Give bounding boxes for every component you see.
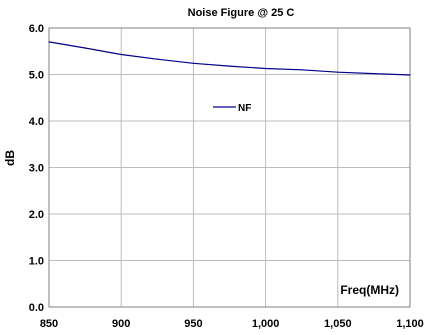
data-point (409, 74, 411, 76)
data-point (301, 69, 303, 71)
data-point (265, 67, 267, 70)
y-tick-label: 5.0 (29, 70, 44, 82)
series-layer (48, 41, 411, 76)
y-tick-label: 1.0 (29, 256, 44, 268)
y-tick-label: 2.0 (29, 209, 44, 221)
y-tick-label: 0.0 (29, 302, 44, 314)
data-point (84, 47, 86, 49)
y-tick-label: 3.0 (29, 163, 44, 175)
x-axis-ticks: 850 900 950 1,000 1,050 1,100 (40, 318, 424, 330)
plot-frame (48, 27, 411, 308)
x-axis-label: Freq(MHz) (340, 283, 399, 297)
chart-title: Noise Figure @ 25 C (188, 7, 295, 19)
data-point (337, 71, 339, 73)
x-tick-label: 1,050 (324, 318, 352, 330)
y-tick-label: 6.0 (29, 23, 44, 35)
data-point (120, 53, 122, 56)
series-line-nf (48, 41, 411, 76)
x-tick-label: 900 (112, 318, 130, 330)
legend: NF (213, 103, 251, 114)
data-point (48, 41, 50, 43)
x-tick-label: 1,100 (396, 318, 424, 330)
data-point (192, 62, 194, 64)
x-tick-label: 1,000 (252, 318, 280, 330)
gridlines (49, 28, 410, 307)
y-axis-ticks: 0.0 1.0 2.0 3.0 4.0 5.0 6.0 (29, 23, 44, 314)
y-axis-label: dB (3, 150, 17, 166)
x-tick-label: 950 (184, 318, 202, 330)
data-point (228, 65, 231, 67)
x-tick-label: 850 (40, 318, 58, 330)
data-point (373, 72, 375, 75)
legend-label-nf: NF (238, 103, 251, 114)
y-tick-label: 4.0 (29, 116, 44, 128)
data-point (156, 58, 158, 60)
